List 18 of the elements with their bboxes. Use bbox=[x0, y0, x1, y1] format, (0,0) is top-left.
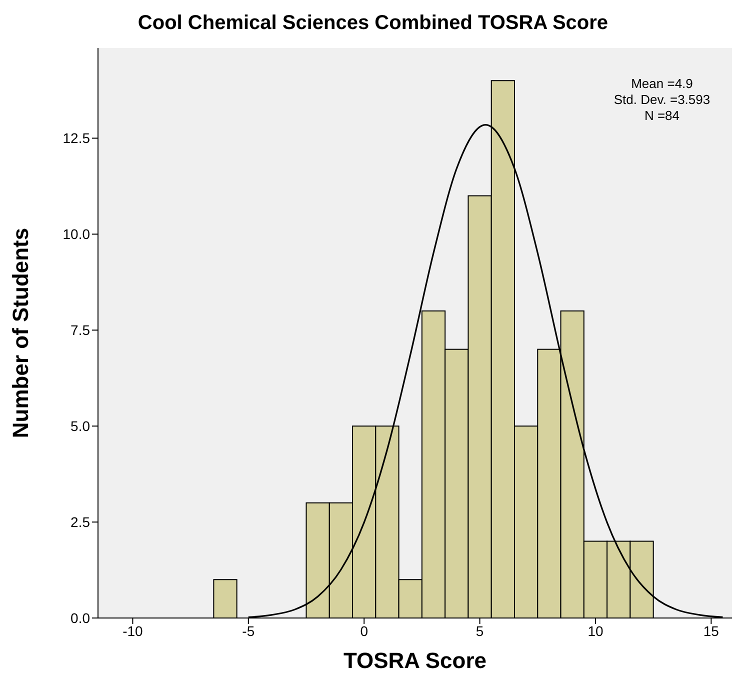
y-tick-label: 7.5 bbox=[70, 322, 90, 338]
x-tick-label: 10 bbox=[588, 622, 604, 639]
x-tick-label: -10 bbox=[122, 622, 144, 639]
y-tick-label: 2.5 bbox=[70, 514, 90, 530]
y-tick-label: 5.0 bbox=[70, 418, 90, 434]
annotation: N =84 bbox=[644, 108, 680, 123]
y-tick-label: 10.0 bbox=[62, 226, 90, 242]
y-tick-label: 12.5 bbox=[62, 130, 90, 146]
x-tick-label: 0 bbox=[360, 622, 368, 639]
annotation: Mean =4.9 bbox=[631, 76, 693, 91]
x-tick-label: 5 bbox=[476, 622, 484, 639]
y-tick-label: 0.0 bbox=[70, 610, 90, 626]
x-tick-label: 15 bbox=[703, 622, 720, 639]
y-axis-title: Number of Students bbox=[8, 228, 33, 438]
annotation: Std. Dev. =3.593 bbox=[614, 92, 710, 107]
x-tick-label: -5 bbox=[242, 622, 255, 639]
x-axis-title: TOSRA Score bbox=[343, 648, 487, 673]
chart-title: Cool Chemical Sciences Combined TOSRA Score bbox=[136, 11, 610, 36]
